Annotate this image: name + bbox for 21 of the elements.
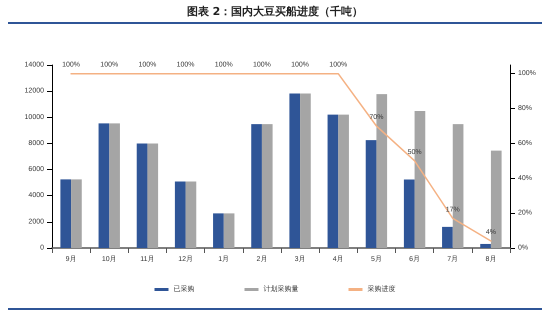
bar <box>442 226 453 248</box>
bar <box>213 213 224 248</box>
bar <box>366 140 376 248</box>
bar <box>300 93 311 248</box>
bar <box>186 181 196 248</box>
bar <box>147 144 158 248</box>
bar <box>289 93 300 248</box>
bar <box>136 144 148 248</box>
bar <box>338 114 349 248</box>
bar <box>60 179 72 248</box>
bar <box>328 114 338 248</box>
bar <box>71 179 82 248</box>
bar <box>109 123 120 248</box>
bar <box>224 213 234 248</box>
chart-title: 图表 2：国内大豆买船进度（千吨） <box>186 4 364 19</box>
bar <box>98 123 110 248</box>
bar <box>174 181 186 248</box>
bar <box>251 124 262 248</box>
bar <box>480 244 491 248</box>
bar <box>262 124 273 248</box>
bar <box>404 180 415 248</box>
